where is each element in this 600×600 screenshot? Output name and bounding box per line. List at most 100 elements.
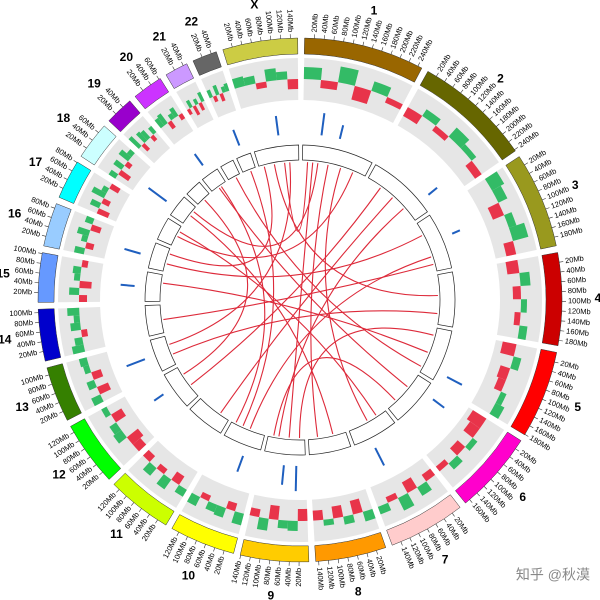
- chromosome-label: 9: [267, 589, 274, 600]
- inner-ring: [144, 304, 165, 337]
- cnv-bar: [449, 440, 466, 456]
- cnv-bar: [197, 91, 205, 103]
- tick-mark: [408, 58, 412, 62]
- link: [278, 208, 404, 437]
- cnv-bar: [220, 86, 227, 93]
- tick-mark: [508, 139, 513, 142]
- cnv-bar: [90, 224, 102, 234]
- chromosome-band: [419, 71, 516, 161]
- cnv-bar: [80, 234, 89, 243]
- tick-mark: [95, 129, 99, 133]
- tick-label: 80Mb: [340, 16, 352, 36]
- tick-mark: [541, 198, 546, 201]
- link: [310, 164, 329, 437]
- chromosome-label: 10: [182, 568, 196, 582]
- chromosome-band: [113, 472, 175, 526]
- tick-mark: [417, 62, 421, 67]
- cnv-bar: [186, 108, 193, 116]
- tick-mark: [203, 544, 206, 549]
- cnv-bar: [140, 130, 151, 141]
- cnv-bar: [154, 117, 165, 129]
- cnv-bar: [101, 198, 111, 207]
- cnv-bar: [256, 517, 269, 531]
- tick-mark: [524, 434, 529, 437]
- peak: [274, 115, 280, 136]
- tick-mark: [239, 555, 241, 560]
- chromosome-label: 18: [57, 111, 71, 125]
- cnv-bar: [223, 83, 230, 92]
- link: [284, 162, 309, 232]
- cnv-bar: [508, 222, 529, 241]
- tick-label: 80Mb: [345, 563, 357, 583]
- cnv-bar: [205, 501, 218, 513]
- tick-mark: [148, 81, 151, 85]
- link: [190, 187, 381, 386]
- tick-mark: [529, 171, 534, 174]
- tick-label: 60Mb: [15, 328, 35, 339]
- chromosome-label: 1: [371, 3, 378, 17]
- tick-mark: [409, 537, 412, 542]
- cnv-bar: [73, 245, 86, 255]
- cnv-bar: [79, 280, 92, 289]
- cnv-bar: [385, 492, 398, 503]
- peak: [294, 465, 298, 492]
- cnv-bar: [135, 131, 148, 144]
- inner-ring: [149, 335, 177, 372]
- cnv-bar: [500, 341, 517, 357]
- cnv-bar: [320, 80, 339, 91]
- tick-mark: [75, 440, 80, 444]
- inner-ring: [223, 421, 265, 451]
- tick-mark: [45, 374, 50, 377]
- cnv-bar: [287, 79, 299, 90]
- tick-label: 100Mb: [568, 296, 591, 305]
- cnv-bar: [91, 369, 104, 380]
- tick-mark: [362, 41, 365, 46]
- tick-mark: [460, 89, 464, 94]
- cnv-bar: [84, 215, 95, 225]
- inner-ring: [169, 196, 196, 224]
- cnv-bar: [417, 481, 432, 496]
- chromosome-band: [192, 51, 222, 76]
- cnv-bar: [397, 493, 415, 511]
- cnv-bar: [96, 382, 112, 395]
- cnv-bar: [495, 391, 507, 406]
- tick-label: 60Mb: [330, 15, 341, 35]
- tick-label: 20Mb: [21, 225, 41, 238]
- link: [235, 177, 422, 367]
- peak: [338, 125, 345, 140]
- cnv-bar: [343, 514, 355, 525]
- tick-label: 60Mb: [14, 265, 34, 276]
- chromosome-band: [134, 78, 170, 110]
- cnv-bar: [85, 242, 95, 251]
- tick-mark: [181, 61, 184, 66]
- peak: [280, 465, 285, 485]
- tick-mark: [347, 557, 349, 562]
- tick-mark: [482, 109, 486, 113]
- tick-label: 40Mb: [566, 264, 586, 275]
- chromosome-band: [239, 539, 310, 563]
- cnv-bar: [384, 96, 403, 110]
- cnv-bar: [74, 337, 84, 347]
- cnv-bar: [505, 259, 520, 275]
- tick-mark: [59, 411, 64, 414]
- tick-label: 120Mb: [274, 9, 285, 33]
- chromosome-label: 21: [153, 30, 167, 44]
- cnv-bar: [73, 273, 81, 281]
- tick-mark: [176, 532, 180, 536]
- cnv-bar: [192, 98, 199, 106]
- chromosome-band: [222, 37, 299, 66]
- inner-ring: [189, 398, 229, 434]
- link: [220, 186, 266, 423]
- tick-mark: [116, 489, 120, 493]
- cnv-bar: [109, 422, 122, 435]
- chromosome-label: 19: [87, 77, 101, 91]
- tick-label: 60Mb: [567, 275, 586, 285]
- tick-mark: [443, 518, 447, 523]
- tick-mark: [400, 541, 403, 546]
- cnv-bar: [169, 107, 179, 118]
- cnv-bar: [118, 149, 132, 162]
- tick-mark: [47, 215, 52, 218]
- tick-mark: [538, 408, 543, 411]
- tick-label: 20Mb: [559, 359, 579, 372]
- tick-mark: [366, 553, 369, 558]
